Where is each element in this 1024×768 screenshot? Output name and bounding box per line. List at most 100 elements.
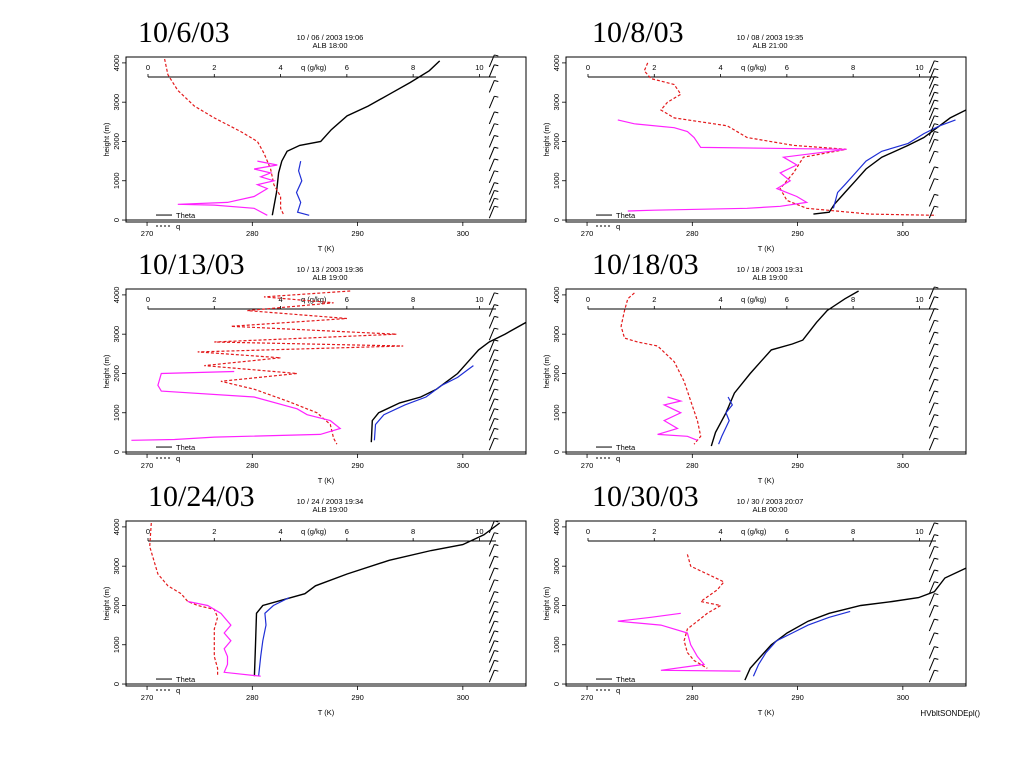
wind-barb <box>488 388 495 402</box>
wind-barb-flag <box>494 388 499 391</box>
wind-barb-flag <box>934 331 939 334</box>
theta-line <box>710 290 859 447</box>
x-tick-label: 290 <box>791 229 804 238</box>
x-tick-label: 280 <box>686 461 699 470</box>
wind-barb <box>488 349 495 362</box>
wind-barb <box>488 64 495 77</box>
wind-barb <box>928 76 935 89</box>
y-tick-label: 4000 <box>552 287 561 304</box>
q-axis-label: q (g/kg) <box>741 295 767 304</box>
wind-barb-flag <box>934 68 939 71</box>
wind-barb-flag <box>494 368 499 371</box>
wind-barb-flag <box>494 532 499 535</box>
wind-barb <box>928 593 935 606</box>
wind-barb-flag <box>494 359 499 362</box>
q-tick-label: 10 <box>915 527 923 536</box>
sounding-plot: 0 2 4 6 8 10 q (g/kg) 270 280 290 300 T (K) 0 1000 200… <box>102 54 527 253</box>
wind-barb-flag <box>494 378 499 381</box>
wind-barb-flag <box>494 158 499 161</box>
q-tick-label: 6 <box>345 527 349 536</box>
wind-barb <box>928 379 935 392</box>
wind-barb-flag <box>494 418 499 421</box>
wind-barb <box>928 343 935 357</box>
y-axis-label: height (m) <box>102 122 111 156</box>
q-tick-label: 4 <box>718 295 722 304</box>
wind-barb-flag <box>494 620 499 623</box>
q-tick-label: 2 <box>212 63 216 72</box>
y-tick-label: 4000 <box>552 519 561 536</box>
x-tick-label: 280 <box>246 693 259 702</box>
wind-barb <box>928 150 935 164</box>
sounding-panel: 10/24/03 10 / 24 / 2003 19:34 ALB 19:00 … <box>100 474 560 717</box>
x-tick-label: 270 <box>581 461 594 470</box>
q-tick-label: 8 <box>411 295 415 304</box>
wind-barb-flag <box>494 610 499 613</box>
q-tick-label: 10 <box>475 63 483 72</box>
wind-barb <box>488 544 495 557</box>
wind-barb <box>928 84 935 97</box>
wind-barb-flag <box>934 107 939 110</box>
plot-frame <box>125 520 527 687</box>
wind-barb <box>928 194 935 207</box>
q-line <box>164 58 285 216</box>
q-tick-label: 2 <box>652 63 656 72</box>
wind-barb <box>928 331 935 345</box>
plot-frame <box>125 288 527 455</box>
x-tick-label: 280 <box>686 693 699 702</box>
wind-barb-flag <box>494 520 499 523</box>
q-line <box>683 554 725 669</box>
y-tick-label: 1000 <box>552 172 561 189</box>
series-group <box>617 62 966 216</box>
x-tick-label: 290 <box>791 461 804 470</box>
wind-barb <box>488 398 495 412</box>
x-tick-label: 300 <box>457 461 470 470</box>
wind-barb <box>488 428 495 441</box>
y-tick-label: 2000 <box>112 597 121 614</box>
q-tick-label: 6 <box>345 63 349 72</box>
wind-barb <box>928 632 935 646</box>
wind-barb <box>488 158 495 172</box>
wind-barb-flag <box>494 64 499 67</box>
wind-barb-flag <box>934 657 939 660</box>
x-tick-label: 290 <box>351 461 364 470</box>
x-axis-label: T (K) <box>758 708 775 717</box>
wind-barb <box>928 178 935 191</box>
wind-barbs <box>928 286 939 451</box>
y-tick-label: 2000 <box>552 365 561 382</box>
wind-barb-flag <box>494 555 499 558</box>
plot-frame <box>565 288 967 455</box>
wind-barbs <box>488 54 499 219</box>
wind-barb-flag <box>494 182 499 185</box>
wind-barb-flag <box>494 659 499 662</box>
wind-barb-flag <box>934 414 939 417</box>
wind-barb-flag <box>494 669 499 672</box>
wind-barb <box>488 630 495 644</box>
y-tick-label: 4000 <box>112 287 121 304</box>
wind-barb <box>928 123 935 136</box>
wind-barb-flag <box>934 308 939 311</box>
legend-theta-label: Theta <box>176 675 196 684</box>
wind-barb <box>488 532 495 545</box>
wind-barb <box>928 390 935 404</box>
sounding-panel: 10/30/03 10 / 30 / 2003 20:07 ALB 00:00 … <box>540 474 1000 717</box>
q-tick-label: 6 <box>785 527 789 536</box>
wind-barb <box>928 131 935 144</box>
wind-barb-flag <box>934 343 939 346</box>
wind-barb <box>928 534 935 547</box>
y-tick-label: 0 <box>112 450 121 454</box>
wind-barb <box>488 359 495 372</box>
x-axis-label: T (K) <box>758 244 775 253</box>
y-tick-label: 0 <box>112 682 121 686</box>
q-tick-label: 10 <box>915 295 923 304</box>
sounding-date-stamp: 10 / 24 / 2003 19:34 <box>296 497 364 506</box>
legend-q-label: q <box>616 222 620 231</box>
q-tick-label: 2 <box>652 527 656 536</box>
q-axis-label: q (g/kg) <box>301 295 327 304</box>
y-tick-label: 4000 <box>112 55 121 72</box>
wind-barb-flag <box>934 425 939 428</box>
theta-line-alt <box>718 396 734 445</box>
q-line-alt <box>177 160 278 216</box>
wind-barb-flag <box>494 327 499 330</box>
q-line <box>643 62 937 216</box>
q-tick-label: 10 <box>475 527 483 536</box>
